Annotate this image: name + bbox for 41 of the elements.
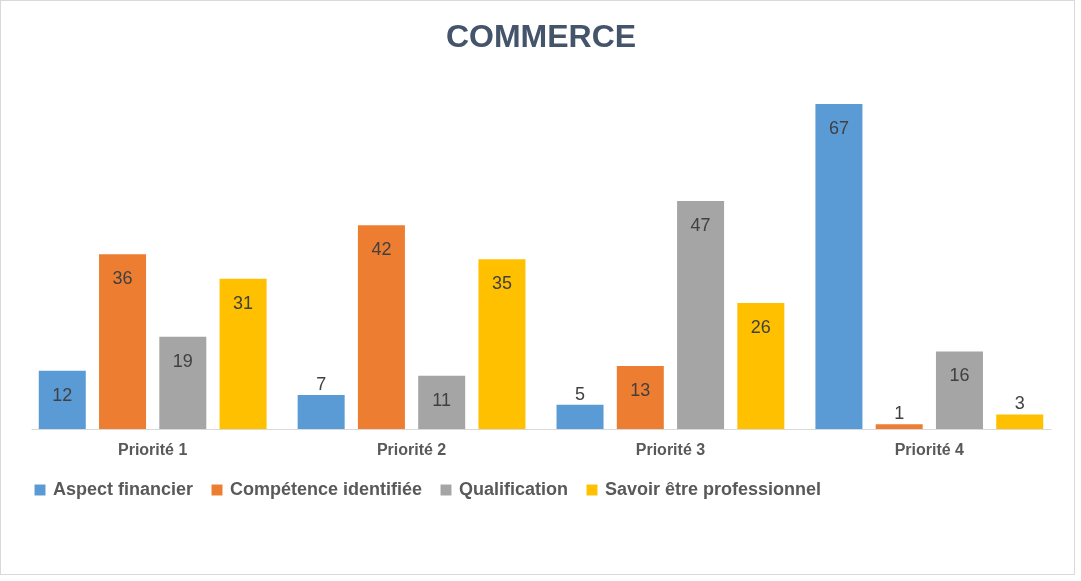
x-tick-label: Priorité 1: [118, 440, 188, 458]
data-label: 11: [432, 389, 452, 410]
data-label: 35: [491, 273, 512, 294]
bar: [478, 259, 526, 429]
bar: [99, 254, 147, 429]
bar: [677, 201, 725, 429]
bar: [357, 225, 405, 429]
bar: [219, 278, 267, 429]
chart-title: COMMERCE: [445, 18, 637, 54]
legend-label: Qualification: [459, 479, 569, 499]
data-label: 26: [750, 316, 771, 337]
bar: [996, 414, 1044, 429]
bar: [616, 365, 664, 429]
x-tick-label: Priorité 3: [635, 440, 706, 458]
legend-label: Savoir être professionnel: [605, 479, 822, 499]
bar: [737, 302, 785, 429]
data-label: 36: [112, 268, 133, 289]
data-label: 31: [233, 292, 254, 313]
data-label: 42: [371, 239, 392, 260]
data-label: 3: [1014, 393, 1025, 414]
bar: [418, 375, 466, 429]
data-label: 7: [316, 374, 327, 395]
legend-label: Aspect financier: [53, 479, 194, 499]
data-label: 16: [949, 365, 970, 386]
data-label: 47: [690, 215, 711, 236]
bar: [297, 395, 345, 429]
bar: [159, 336, 207, 429]
data-label: 19: [172, 350, 193, 371]
bar: [556, 404, 604, 429]
bar: [875, 424, 923, 429]
data-label: 12: [52, 384, 73, 405]
x-tick-label: Priorité 2: [376, 440, 447, 458]
bar: [815, 104, 863, 429]
data-label: 13: [630, 379, 651, 400]
data-label: 5: [575, 383, 586, 404]
data-label: 1: [894, 403, 905, 424]
data-label: 67: [828, 118, 849, 138]
x-tick-label: Priorité 4: [894, 440, 965, 458]
legend-label: Compétence identifiée: [230, 479, 423, 499]
bar: [935, 351, 983, 429]
bar: [38, 370, 86, 429]
